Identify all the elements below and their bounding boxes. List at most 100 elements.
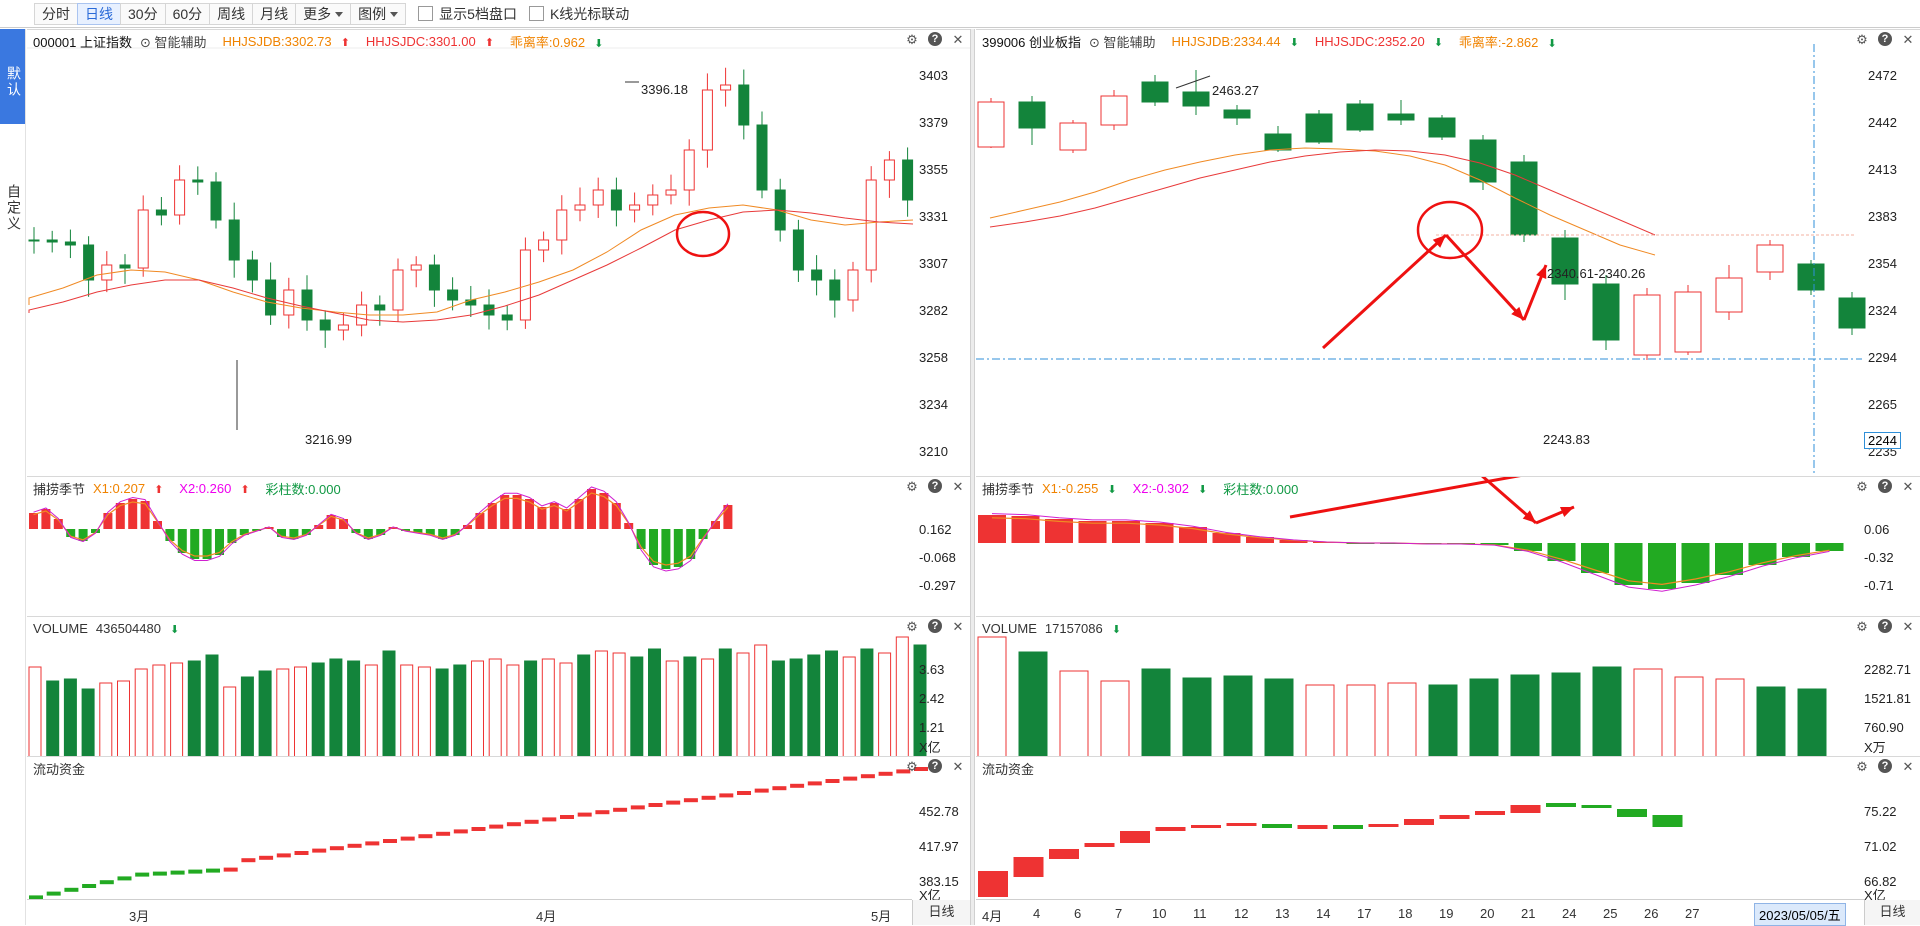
candle-body [811, 269, 823, 281]
help-icon[interactable]: ? [928, 32, 942, 46]
osc-bar [525, 499, 534, 529]
right-volume-chart[interactable] [976, 617, 1920, 757]
period-tab-weekly[interactable]: 周线 [209, 2, 253, 25]
help-icon[interactable]: ? [928, 619, 942, 633]
settings-gear-icon[interactable]: ⚙ [906, 479, 918, 494]
left-kline-panel[interactable]: 000001 上证指数 ⊙ 智能辅助 HHJSJDB:3302.73 ⬆ HHJS… [27, 29, 970, 476]
settings-gear-icon[interactable]: ⚙ [1856, 759, 1868, 774]
legend-dropdown[interactable]: 图例 [350, 2, 407, 25]
period-tab-30min[interactable]: 30分 [120, 2, 165, 25]
flow-bar [99, 880, 114, 885]
close-icon[interactable]: ✕ [1902, 479, 1914, 494]
close-icon[interactable]: ✕ [1902, 759, 1914, 774]
more-dropdown[interactable]: 更多 [295, 2, 351, 25]
left-kline-header: 000001 上证指数 ⊙ 智能辅助 HHJSJDB:3302.73 ⬆ HHJS… [33, 32, 619, 50]
volume-title: VOLUME [982, 620, 1037, 636]
jdc-text: HHJSJDC:3301.00 [365, 33, 476, 49]
right-osc-panel[interactable]: 捕捞季节 X1:-0.255 ⬇ X2:-0.302 ⬇ 彩柱数:0.000 ⚙? ✕… [976, 476, 1920, 616]
close-icon[interactable]: ✕ [952, 619, 964, 634]
help-icon[interactable]: ? [928, 479, 942, 493]
osc-bar [1011, 516, 1040, 543]
close-icon[interactable]: ✕ [1902, 619, 1914, 634]
osc-bar [686, 529, 696, 559]
sidebar-tab-default[interactable]: 默认 [0, 29, 25, 124]
right-volume-panel[interactable]: VOLUME 17157086 ⬇ ⚙? ✕ 2282.71 1521.81 760… [976, 616, 1920, 757]
volume-bar [1059, 670, 1089, 757]
right-range-label: 2340.61-2340.26 [1547, 266, 1646, 281]
volume-bar [665, 660, 679, 757]
help-icon[interactable]: ? [928, 759, 942, 773]
assist-toggle[interactable]: ⊙ 智能辅助 [1089, 34, 1156, 50]
arrow-down-icon: ⬇ [1547, 37, 1557, 50]
close-icon[interactable]: ✕ [952, 759, 964, 774]
x-label: 19 [1439, 906, 1454, 921]
annotation-circle [675, 210, 731, 258]
left-flow-panel[interactable]: 流动资金 ⚙? ✕ 452.78 417.97 383.15 X亿 [27, 756, 970, 903]
osc-bar [1078, 521, 1107, 543]
osc-bar [351, 529, 361, 533]
left-volume-chart[interactable] [27, 617, 970, 757]
show-depth-checkbox[interactable]: 显示5档盘口 [418, 4, 517, 24]
right-kline-chart[interactable] [976, 30, 1920, 477]
help-icon[interactable]: ? [1878, 479, 1892, 493]
settings-gear-icon[interactable]: ⚙ [1856, 32, 1868, 47]
right-flow-header: 流动资金 [982, 759, 1042, 777]
right-flow-panel[interactable]: 流动资金 ⚙? ✕ 75.22 71.02 66.82 X亿 [976, 756, 1920, 903]
left-osc-header: 捕捞季节 X1:0.207 ⬆ X2:0.260 ⬆ 彩柱数:0.000 [33, 479, 349, 497]
period-tab-timeshare[interactable]: 分时 [34, 2, 77, 25]
pane-splitter[interactable] [970, 29, 975, 925]
help-icon[interactable]: ? [1878, 619, 1892, 633]
right-daily-button[interactable]: 日线 [1864, 900, 1920, 925]
close-icon[interactable]: ✕ [1902, 32, 1914, 47]
period-tab-daily[interactable]: 日线 [77, 2, 120, 25]
osc-y-tick: -0.71 [1864, 578, 1894, 593]
left-kline-chart[interactable] [27, 30, 970, 477]
help-icon[interactable]: ? [1878, 759, 1892, 773]
help-icon[interactable]: ? [1878, 32, 1892, 46]
close-icon[interactable]: ✕ [952, 479, 964, 494]
settings-gear-icon[interactable]: ⚙ [906, 32, 918, 47]
candle-body [1387, 113, 1415, 121]
right-flow-chart[interactable] [976, 757, 1920, 900]
candle-body [1100, 95, 1128, 126]
flow-bar [978, 871, 1008, 897]
flow-bar [1084, 843, 1115, 847]
volume-bar [347, 660, 361, 757]
cursor-date-label: 2023/05/05/五 [1754, 903, 1846, 926]
osc-bar [711, 521, 720, 529]
period-tab-monthly[interactable]: 月线 [252, 2, 296, 25]
sidebar-tab-custom[interactable]: 自定义 [6, 184, 22, 232]
volume-bar [152, 664, 166, 757]
osc-bar [363, 529, 373, 539]
settings-gear-icon[interactable]: ⚙ [906, 759, 918, 774]
left-flow-chart[interactable] [27, 757, 970, 900]
close-icon[interactable]: ✕ [952, 32, 964, 47]
left-high-price-label: 3396.18 [641, 82, 688, 97]
right-kline-panel[interactable]: 399006 创业板指 ⊙ 智能辅助 HHJSJDB:2334.44 ⬇ HHJS… [976, 29, 1920, 477]
settings-gear-icon[interactable]: ⚙ [1856, 479, 1868, 494]
flow-bar [170, 870, 185, 875]
osc-bar [463, 525, 472, 529]
osc-bar [202, 529, 212, 559]
osc-bar [277, 529, 286, 537]
period-tab-60min[interactable]: 60分 [164, 2, 210, 25]
left-volume-panel[interactable]: VOLUME 436504480 ⬇ ⚙? ✕ 3.63 2.42 1.21 X亿 [27, 616, 970, 757]
candle-body [192, 179, 204, 183]
arrow-up-icon: ⬆ [484, 36, 494, 49]
ma-line [989, 149, 1656, 236]
cursor-link-checkbox[interactable]: K线光标联动 [528, 4, 629, 24]
assist-toggle[interactable]: ⊙ 智能辅助 [140, 34, 207, 50]
layout-sidebar: 默认 自定义 [0, 29, 26, 925]
settings-gear-icon[interactable]: ⚙ [906, 619, 918, 634]
flow-bar [400, 836, 415, 841]
left-osc-chart[interactable] [27, 477, 970, 617]
flow-bar [1262, 824, 1292, 828]
candle-body [283, 289, 295, 316]
osc-y-tick: -0.297 [919, 578, 956, 593]
right-osc-chart[interactable] [976, 477, 1920, 617]
annotation-arrow [1444, 233, 1526, 322]
left-osc-panel[interactable]: 捕捞季节 X1:0.207 ⬆ X2:0.260 ⬆ 彩柱数:0.000 ⚙? ✕ 0… [27, 476, 970, 616]
settings-gear-icon[interactable]: ⚙ [1856, 619, 1868, 634]
flow-bar [1013, 857, 1044, 877]
left-daily-button[interactable]: 日线 [912, 900, 970, 925]
